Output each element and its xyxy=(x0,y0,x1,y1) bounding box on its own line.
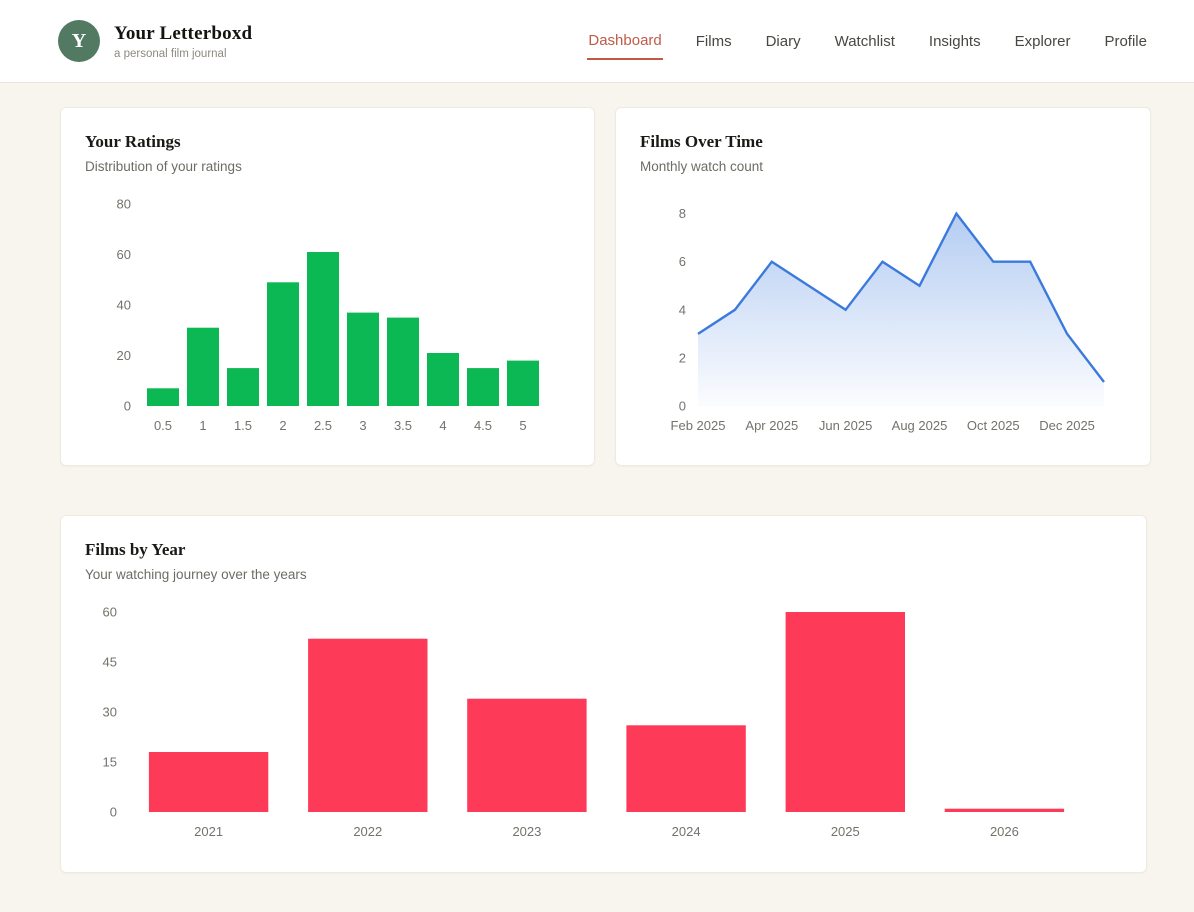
top-charts-row: Your Ratings Distribution of your rating… xyxy=(60,107,1151,466)
svg-text:0: 0 xyxy=(124,399,131,414)
card-title: Films Over Time xyxy=(640,132,763,151)
nav-item-insights[interactable]: Insights xyxy=(928,33,981,50)
nav-item-diary[interactable]: Diary xyxy=(765,33,801,50)
films-over-time-area-chart: 0 2 4 6 8 Feb 2025 Apr 2025 Jun 2025 Aug 2025 Oct… xyxy=(640,190,1126,447)
svg-text:45: 45 xyxy=(103,655,117,670)
svg-text:60: 60 xyxy=(117,247,131,262)
card-subtitle: Your watching journey over the years xyxy=(85,567,307,582)
top-bar: Y Your Letterboxd a personal film journa… xyxy=(0,0,1194,83)
ratings-bar-chart: 0 20 40 60 80 0.5 1 1.5 2 2.5 3 3.5 4 4.5 5 xyxy=(85,190,570,447)
svg-text:60: 60 xyxy=(103,605,117,620)
card-your-ratings: Your Ratings Distribution of your rating… xyxy=(60,107,595,466)
svg-text:Aug 2025: Aug 2025 xyxy=(892,418,948,433)
dashboard-content: Your Ratings Distribution of your rating… xyxy=(0,83,1194,873)
svg-text:40: 40 xyxy=(117,298,131,313)
nav-item-films[interactable]: Films xyxy=(695,33,732,50)
nav-item-explorer[interactable]: Explorer xyxy=(1014,33,1071,50)
svg-text:4: 4 xyxy=(679,302,686,317)
svg-text:1: 1 xyxy=(199,418,206,433)
svg-text:2023: 2023 xyxy=(512,824,541,839)
app-title: Your Letterboxd xyxy=(114,22,253,44)
svg-text:0: 0 xyxy=(110,805,117,820)
svg-text:0.5: 0.5 xyxy=(154,418,172,433)
svg-text:Jun 2025: Jun 2025 xyxy=(819,418,873,433)
brand: Y Your Letterboxd a personal film journa… xyxy=(58,20,252,62)
svg-text:5: 5 xyxy=(519,418,526,433)
app-logo[interactable]: Y xyxy=(58,20,100,62)
card-films-over-time: Films Over Time Monthly watch count 0 2 4 6… xyxy=(615,107,1151,466)
nav-item-watchlist[interactable]: Watchlist xyxy=(834,33,895,50)
svg-text:2024: 2024 xyxy=(672,824,701,839)
svg-text:Apr 2025: Apr 2025 xyxy=(745,418,798,433)
svg-text:3: 3 xyxy=(359,418,366,433)
card-title: Your Ratings xyxy=(85,132,181,151)
svg-text:Oct 2025: Oct 2025 xyxy=(967,418,1020,433)
app-logo-letter: Y xyxy=(71,29,87,52)
svg-text:Feb 2025: Feb 2025 xyxy=(671,418,726,433)
svg-text:1.5: 1.5 xyxy=(234,418,252,433)
app-subtitle: a personal film journal xyxy=(114,47,227,60)
svg-text:20: 20 xyxy=(117,348,131,363)
svg-text:0: 0 xyxy=(679,399,686,414)
nav-item-profile[interactable]: Profile xyxy=(1104,33,1147,50)
main-nav: Dashboard Films Diary Watchlist Insights… xyxy=(587,22,1148,60)
card-films-by-year: Films by Year Your watching journey over… xyxy=(60,515,1147,873)
svg-text:80: 80 xyxy=(117,197,131,212)
svg-text:Dec 2025: Dec 2025 xyxy=(1039,418,1095,433)
svg-text:2: 2 xyxy=(679,350,686,365)
card-title: Films by Year xyxy=(85,540,186,559)
svg-text:2022: 2022 xyxy=(353,824,382,839)
svg-text:6: 6 xyxy=(679,254,686,269)
brand-text: Your Letterboxd a personal film journal xyxy=(114,23,252,60)
svg-text:30: 30 xyxy=(103,705,117,720)
card-subtitle: Distribution of your ratings xyxy=(85,159,242,174)
svg-text:2: 2 xyxy=(279,418,286,433)
svg-text:8: 8 xyxy=(679,206,686,221)
svg-text:4: 4 xyxy=(439,418,446,433)
svg-text:2025: 2025 xyxy=(831,824,860,839)
svg-text:4.5: 4.5 xyxy=(474,418,492,433)
nav-item-dashboard[interactable]: Dashboard xyxy=(587,22,663,60)
card-subtitle: Monthly watch count xyxy=(640,159,764,174)
svg-text:2.5: 2.5 xyxy=(314,418,332,433)
svg-text:15: 15 xyxy=(103,755,117,770)
svg-text:3.5: 3.5 xyxy=(394,418,412,433)
films-by-year-bar-chart: 0 15 30 45 60 2021 2022 2023 2024 2025 2026 xyxy=(85,598,1122,853)
svg-text:2026: 2026 xyxy=(990,824,1019,839)
svg-text:2021: 2021 xyxy=(194,824,223,839)
